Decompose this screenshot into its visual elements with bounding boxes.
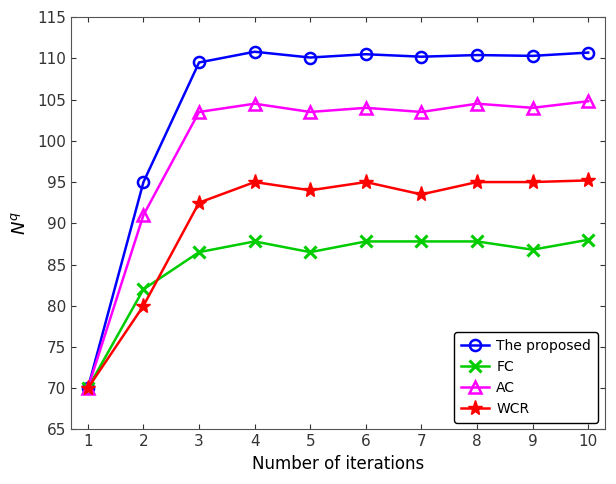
The proposed — [585, 50, 592, 56]
WCR — [473, 179, 480, 185]
FC — [307, 249, 314, 255]
The proposed — [84, 385, 92, 391]
Line: WCR: WCR — [80, 173, 596, 396]
The proposed — [140, 179, 147, 185]
AC — [418, 109, 425, 115]
FC — [140, 287, 147, 292]
FC — [418, 239, 425, 244]
FC — [362, 239, 370, 244]
WCR — [362, 179, 370, 185]
Line: The proposed: The proposed — [83, 46, 594, 394]
FC — [529, 247, 537, 253]
AC — [195, 109, 203, 115]
Line: AC: AC — [83, 96, 594, 394]
FC — [251, 239, 258, 244]
The proposed — [473, 52, 480, 58]
WCR — [307, 187, 314, 193]
The proposed — [362, 51, 370, 57]
AC — [140, 212, 147, 218]
AC — [251, 101, 258, 106]
Legend: The proposed, FC, AC, WCR: The proposed, FC, AC, WCR — [455, 332, 598, 423]
FC — [84, 385, 92, 391]
AC — [84, 385, 92, 391]
The proposed — [307, 55, 314, 60]
AC — [529, 105, 537, 111]
AC — [307, 109, 314, 115]
The proposed — [529, 53, 537, 59]
WCR — [529, 179, 537, 185]
AC — [362, 105, 370, 111]
WCR — [585, 178, 592, 183]
WCR — [140, 303, 147, 309]
WCR — [195, 200, 203, 206]
X-axis label: Number of iterations: Number of iterations — [252, 455, 424, 473]
WCR — [84, 385, 92, 391]
AC — [473, 101, 480, 106]
The proposed — [195, 60, 203, 65]
FC — [585, 237, 592, 242]
WCR — [418, 192, 425, 197]
Y-axis label: $N^q$: $N^q$ — [11, 211, 29, 235]
Line: FC: FC — [81, 234, 594, 394]
The proposed — [418, 54, 425, 60]
The proposed — [251, 49, 258, 55]
AC — [585, 98, 592, 104]
FC — [473, 239, 480, 244]
WCR — [251, 179, 258, 185]
FC — [195, 249, 203, 255]
